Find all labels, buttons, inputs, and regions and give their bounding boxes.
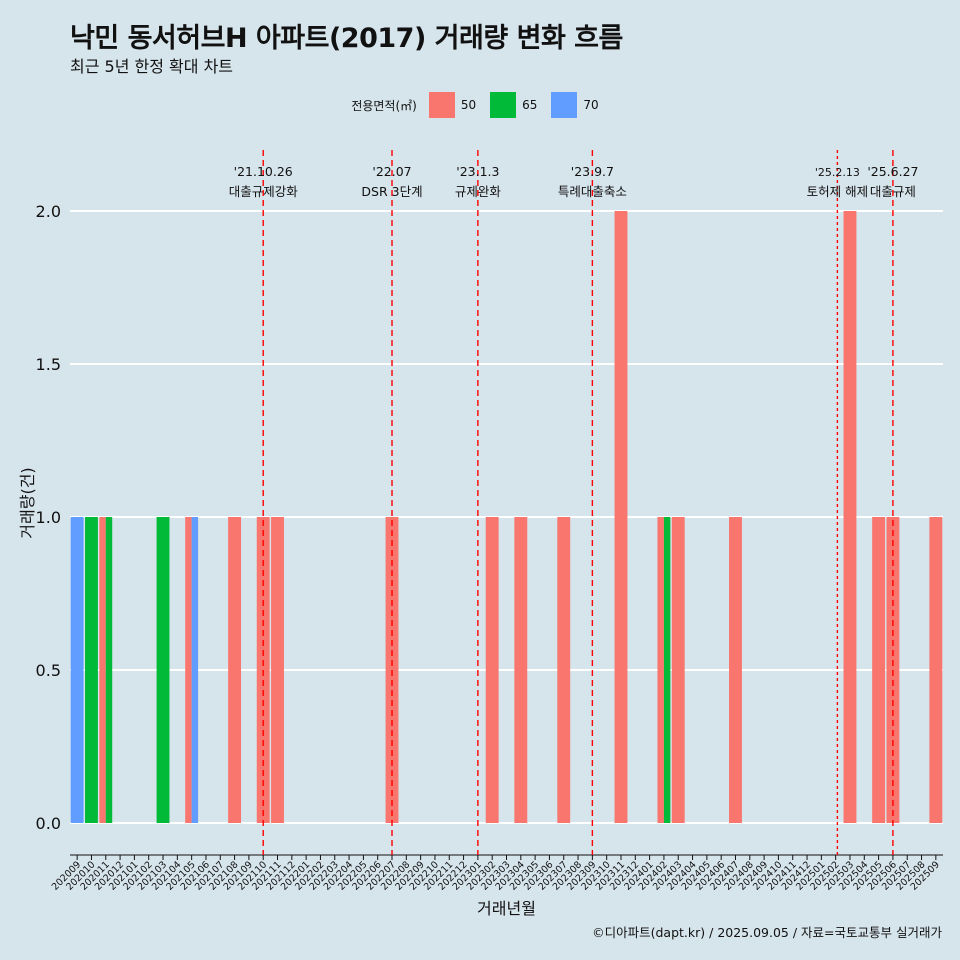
- x-axis-title: 거래년월: [477, 899, 536, 918]
- event-label: 대출규제강화: [229, 184, 299, 199]
- bar-202302-50: [485, 517, 499, 823]
- bar-202505-50: [872, 517, 886, 823]
- bar-202304-50: [514, 517, 528, 823]
- y-tick-label: 1.0: [36, 508, 61, 527]
- event-date: '23.9.7: [571, 164, 614, 179]
- event-label: 특례대출축소: [558, 184, 627, 199]
- bar-202407-50: [729, 517, 742, 823]
- source-caption: ©디아파트(dapt.kr) / 2025.09.05 / 자료=국토교통부 실…: [592, 925, 942, 940]
- bar-202402-50: [657, 517, 664, 823]
- chart-title: 낙민 동서허브H 아파트(2017) 거래량 변화 흐름: [70, 23, 623, 54]
- event-date: '21.10.26: [234, 164, 293, 179]
- event-date: '22.07: [372, 164, 411, 179]
- y-tick-label: 0.0: [36, 814, 61, 833]
- legend-key-50: [428, 92, 455, 118]
- legend-label-50: 50: [460, 98, 477, 112]
- y-tick-label: 0.5: [36, 661, 61, 680]
- bar-202111-50: [271, 517, 284, 823]
- bar-202103-65: [156, 517, 170, 823]
- event-label: DSR 3단계: [361, 184, 422, 199]
- bar-202009-70: [70, 517, 84, 823]
- event-label: 토허제 해제: [807, 184, 868, 199]
- legend-key-70: [551, 92, 578, 118]
- legend-title: 전용면적(㎡): [351, 98, 417, 113]
- chart-subtitle: 최근 5년 한정 확대 차트: [70, 57, 234, 76]
- bar-202105-70: [191, 517, 199, 823]
- event-label: 규제완화: [455, 184, 502, 199]
- event-label: 대출규제: [870, 184, 916, 199]
- bar-202108-50: [228, 517, 242, 823]
- bar-202307-50: [557, 517, 571, 823]
- y-axis-title: 거래량(건): [18, 467, 37, 538]
- bar-202011-65: [105, 517, 113, 823]
- event-date: '25.2.13: [815, 166, 860, 179]
- legend-label-65: 65: [522, 98, 538, 112]
- bar-202403-50: [671, 517, 685, 823]
- bar-202105-50: [185, 517, 192, 823]
- bar-202509-50: [929, 517, 943, 823]
- legend-label-70: 70: [583, 98, 599, 112]
- bar-202011-50: [99, 517, 106, 823]
- y-tick-label: 2.0: [36, 202, 61, 221]
- legend-key-65: [490, 92, 517, 118]
- bar-202311-50: [614, 211, 628, 823]
- bar-202402-65: [663, 517, 671, 823]
- event-date: '23.1.3: [456, 164, 499, 179]
- event-date: '25.6.27: [867, 164, 918, 179]
- legend: 전용면적(㎡) 50 65 70: [0, 92, 960, 118]
- y-tick-label: 1.5: [36, 355, 61, 374]
- bar-202010-65: [85, 517, 98, 823]
- bar-202503-50: [843, 211, 857, 823]
